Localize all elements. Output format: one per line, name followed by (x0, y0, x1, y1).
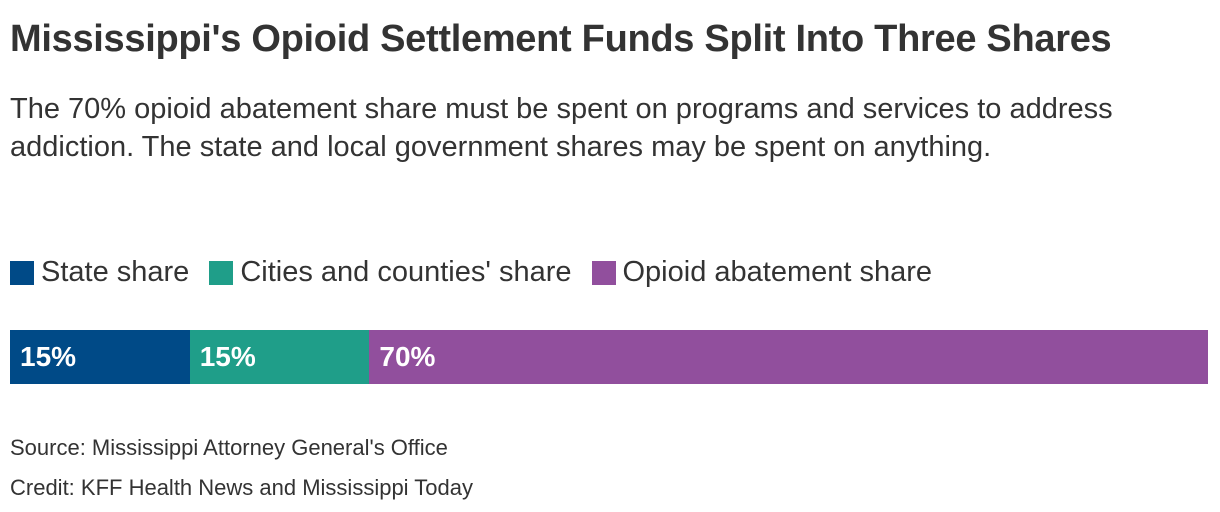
legend-swatch-cities-counties (209, 260, 234, 285)
chart-title: Mississippi's Opioid Settlement Funds Sp… (10, 18, 1112, 60)
legend-item-state: State share (10, 256, 189, 289)
legend-label: Opioid abatement share (622, 256, 933, 288)
legend-label: Cities and counties' share (240, 256, 572, 288)
legend-swatch-state (10, 260, 34, 285)
legend-item-opioid-abatement: Opioid abatement share (591, 256, 933, 289)
bar-segment-opioid-abatement: 70% (369, 330, 1208, 384)
segment-label: 70% (379, 341, 436, 372)
legend-item-cities-counties: Cities and counties' share (209, 256, 572, 289)
chart-subtitle: The 70% opioid abatement share must be s… (10, 93, 1113, 163)
bar-segment-state: 15% (10, 330, 190, 384)
stacked-bar: 15% 15% 70% (10, 330, 1208, 384)
bar-segment-cities-counties: 15% (189, 330, 370, 384)
footer: Source: Mississippi Attorney General's O… (10, 428, 473, 508)
legend-swatch-opioid-abatement (591, 260, 616, 285)
segment-label: 15% (20, 341, 77, 372)
legend-label: State share (41, 256, 190, 288)
legend: State share Cities and counties' share O… (10, 256, 952, 289)
credit-note: Credit: KFF Health News and Mississippi … (10, 475, 473, 500)
segment-label: 15% (199, 341, 256, 372)
source-note: Source: Mississippi Attorney General's O… (10, 435, 448, 460)
